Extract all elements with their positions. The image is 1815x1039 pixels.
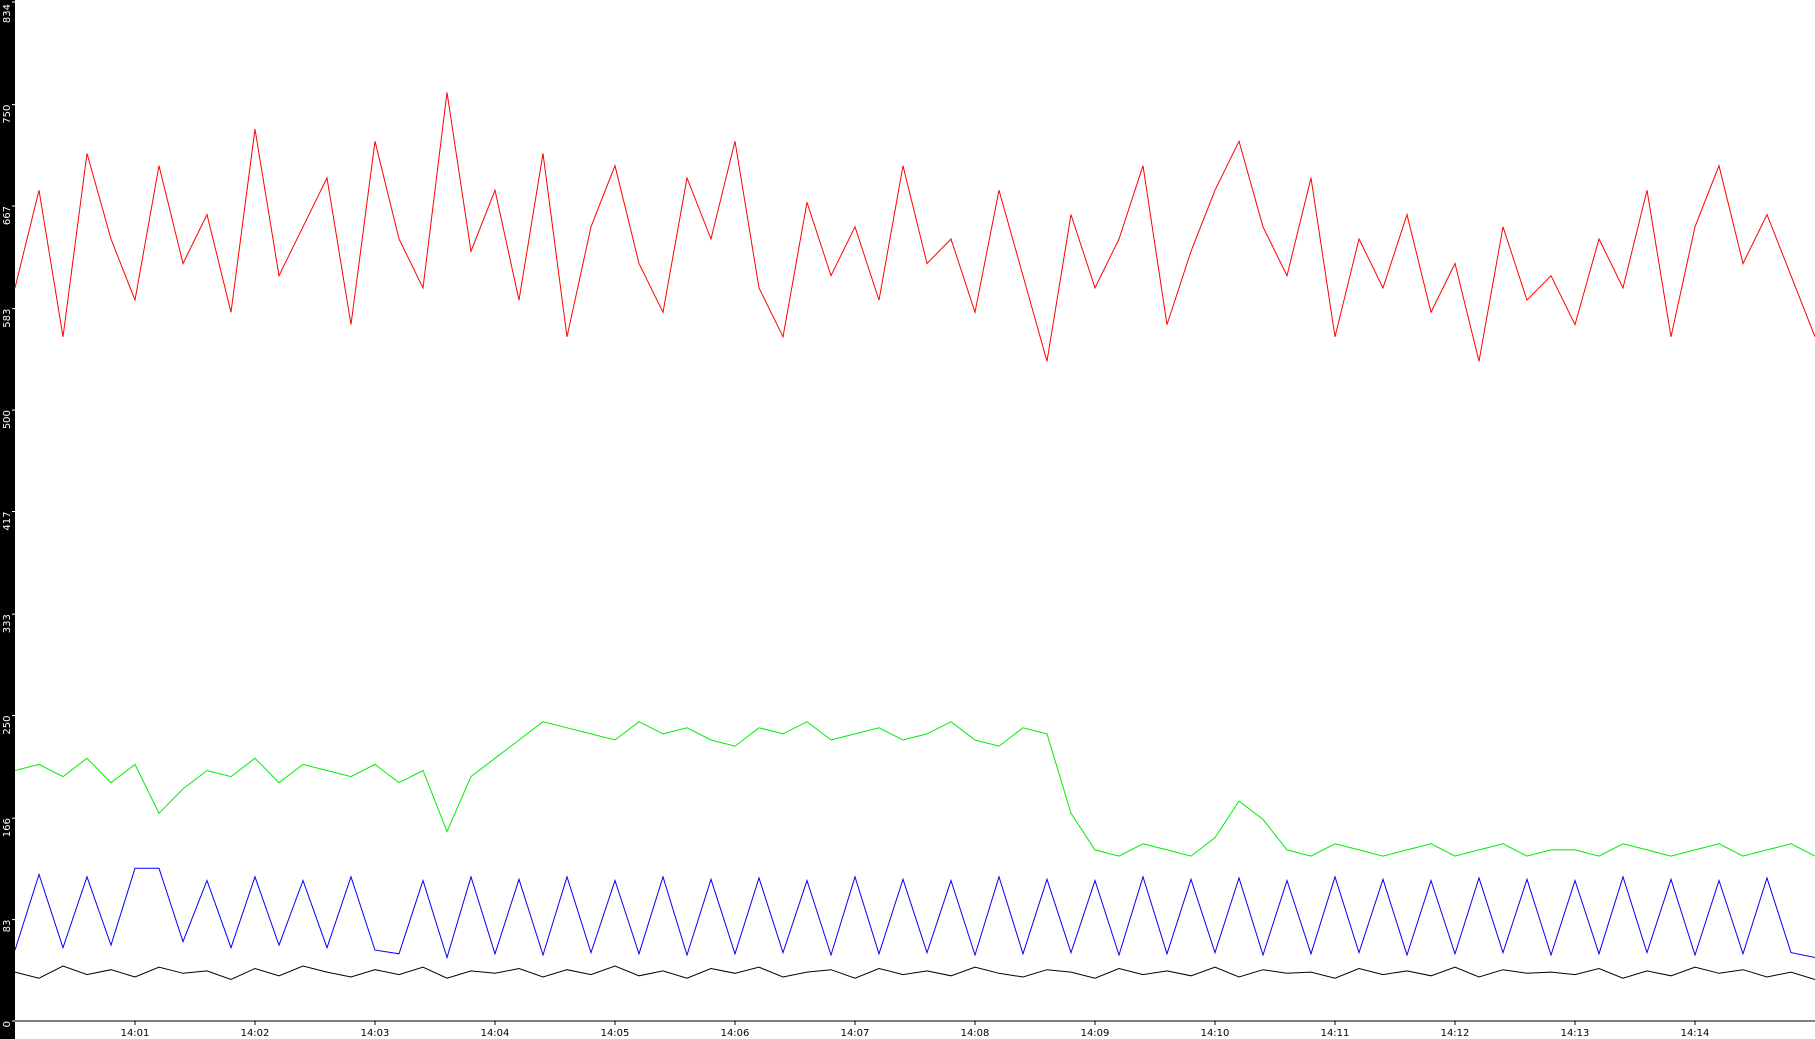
y-tick-label: 500: [2, 410, 13, 429]
x-tick-label: 14:10: [1201, 1028, 1230, 1039]
line-series: [14, 965, 1815, 981]
y-tick-label: 750: [2, 105, 13, 124]
y-tick-label: 583: [2, 309, 13, 328]
y-tick-label: 834: [2, 4, 13, 23]
x-tick-label: 14:11: [1321, 1028, 1350, 1039]
y-tick-label: 417: [2, 512, 13, 531]
line-series: [14, 867, 1815, 960]
y-tick-label: 0: [2, 1021, 13, 1027]
x-tick-label: 14:01: [121, 1028, 150, 1039]
x-tick-label: 14:03: [361, 1028, 390, 1039]
x-tick-label: 14:08: [961, 1028, 990, 1039]
y-tick-label: 333: [2, 614, 13, 633]
x-tick-label: 14:14: [1681, 1028, 1710, 1039]
x-tick-label: 14:06: [721, 1028, 750, 1039]
y-tick-label: 667: [2, 206, 13, 225]
line-series: [14, 92, 1815, 362]
y-tick-label: 250: [2, 716, 13, 735]
x-tick-label: 14:02: [241, 1028, 270, 1039]
y-tick-label: 83: [2, 920, 13, 933]
x-tick-label: 14:04: [481, 1028, 510, 1039]
y-tick-label: 166: [2, 818, 13, 837]
line-series: [14, 721, 1815, 857]
x-tick-label: 14:13: [1561, 1028, 1590, 1039]
x-tick-label: 14:05: [601, 1028, 630, 1039]
x-tick-label: 14:12: [1441, 1028, 1470, 1039]
y-axis-strip: [0, 0, 15, 1039]
x-tick-label: 14:07: [841, 1028, 870, 1039]
x-tick-label: 14:09: [1081, 1028, 1110, 1039]
